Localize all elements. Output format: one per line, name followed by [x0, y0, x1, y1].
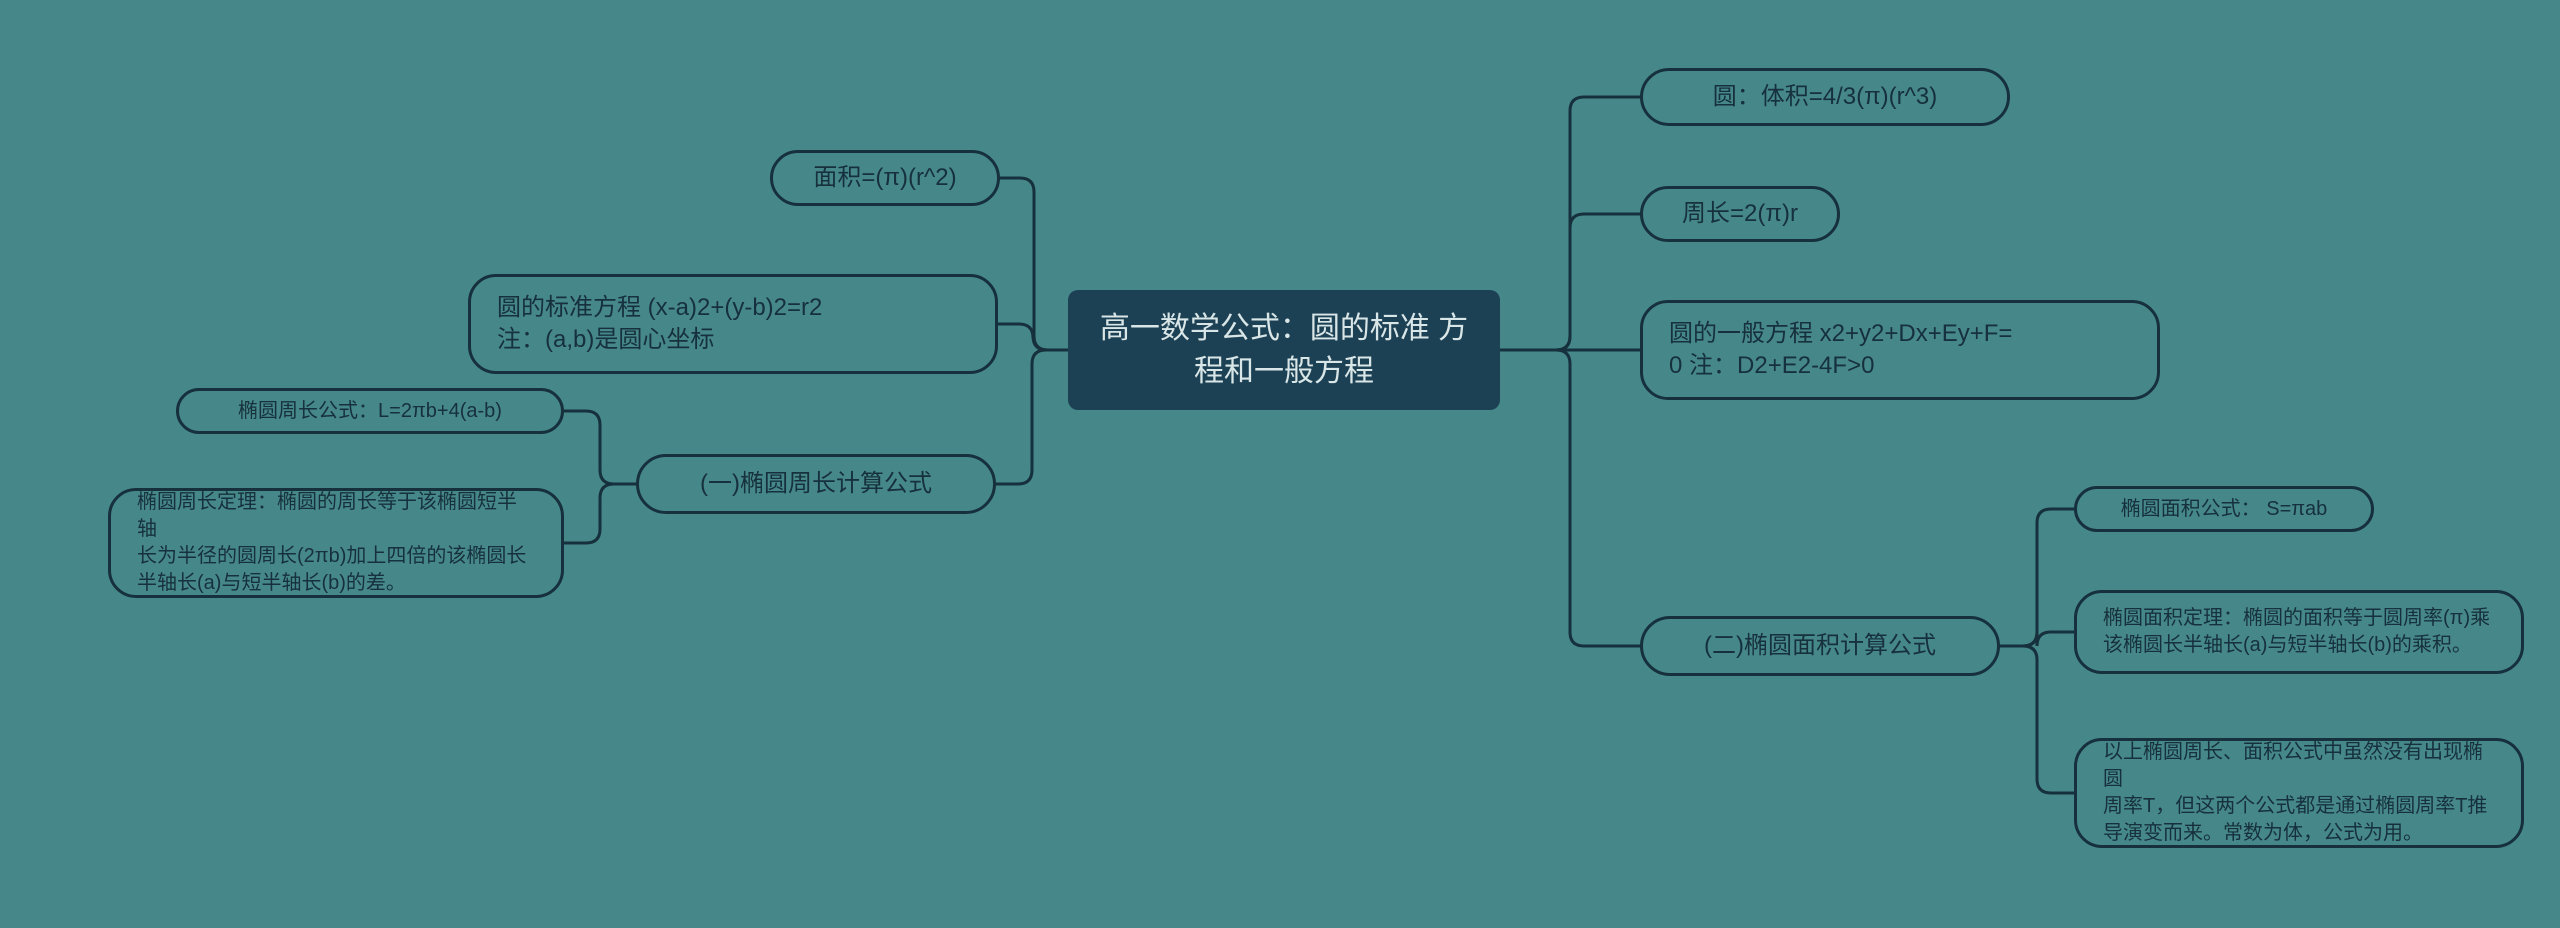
connector	[1500, 214, 1640, 350]
connector	[564, 484, 636, 543]
mindmap-node: 椭圆周长公式：L=2πb+4(a-b)	[176, 388, 564, 434]
connector	[1500, 350, 1640, 646]
connector	[564, 411, 636, 484]
mindmap-node: (一)椭圆周长计算公式	[636, 454, 996, 514]
connector	[998, 324, 1068, 350]
connector	[2000, 646, 2074, 793]
mindmap-node: 面积=(π)(r^2)	[770, 150, 1000, 206]
mindmap-node: 周长=2(π)r	[1640, 186, 1840, 242]
mindmap-node: 椭圆面积定理：椭圆的面积等于圆周率(π)乘 该椭圆长半轴长(a)与短半轴长(b)…	[2074, 590, 2524, 674]
mindmap-node: 以上椭圆周长、面积公式中虽然没有出现椭圆 周率T，但这两个公式都是通过椭圆周率T…	[2074, 738, 2524, 848]
connector	[1500, 97, 1640, 350]
mindmap-node: 圆的标准方程 (x-a)2+(y-b)2=r2 注：(a,b)是圆心坐标	[468, 274, 998, 374]
center-node: 高一数学公式：圆的标准 方程和一般方程	[1068, 290, 1500, 410]
connector	[996, 350, 1068, 484]
mindmap-node: 圆：体积=4/3(π)(r^3)	[1640, 68, 2010, 126]
mindmap-node: (二)椭圆面积计算公式	[1640, 616, 2000, 676]
connector	[2000, 509, 2074, 646]
mindmap-node: 椭圆周长定理：椭圆的周长等于该椭圆短半轴 长为半径的圆周长(2πb)加上四倍的该…	[108, 488, 564, 598]
mindmap-node: 圆的一般方程 x2+y2+Dx+Ey+F= 0 注：D2+E2-4F>0	[1640, 300, 2160, 400]
connector	[2000, 632, 2074, 646]
connector	[1000, 178, 1068, 350]
mindmap-node: 椭圆面积公式： S=πab	[2074, 486, 2374, 532]
